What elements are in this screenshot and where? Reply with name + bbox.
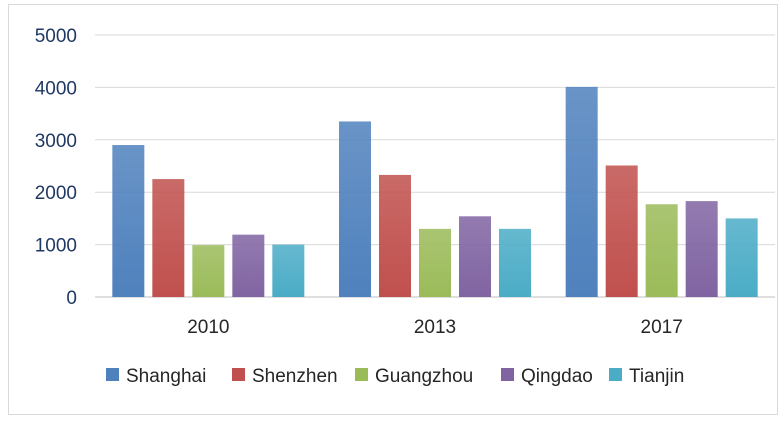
bar-qingdao-2010 <box>232 234 265 297</box>
bar-shanghai-2017 <box>565 86 598 297</box>
bar-tianjin-2010 <box>272 244 305 297</box>
bar-guangzhou-2013 <box>419 228 451 297</box>
bar-shanghai-2010 <box>112 145 145 297</box>
legend-label-shanghai: Shanghai <box>126 366 206 387</box>
legend-swatch-guangzhou <box>355 368 368 381</box>
legend-label-shenzhen: Shenzhen <box>252 366 338 387</box>
x-tick-label: 2017 <box>641 317 683 338</box>
bar-chart: 0 1000 2000 3000 4000 5000 2010 2013 2017 Shangha… <box>35 26 775 387</box>
bar-shenzhen-2017 <box>605 165 638 297</box>
bar-tianjin-2013 <box>499 228 531 297</box>
bar-qingdao-2017 <box>685 201 718 297</box>
legend-label-guangzhou: Guangzhou <box>375 366 473 387</box>
y-tick-label: 5000 <box>35 26 77 47</box>
y-tick-label: 1000 <box>35 236 77 257</box>
y-tick-label: 2000 <box>35 183 77 204</box>
y-tick-label: 4000 <box>35 78 77 99</box>
legend-swatch-tianjin <box>609 368 622 381</box>
bar-shenzhen-2010 <box>152 179 185 297</box>
y-tick-label: 3000 <box>35 131 77 152</box>
legend-swatch-shanghai <box>106 368 119 381</box>
bar-tianjin-2017 <box>725 218 758 297</box>
chart-frame: 0 1000 2000 3000 4000 5000 2010 2013 2017 Shangha… <box>8 4 778 415</box>
y-tick-label: 0 <box>66 288 77 309</box>
x-tick-label: 2013 <box>414 317 456 338</box>
legend-label-qingdao: Qingdao <box>521 366 593 387</box>
bar-shenzhen-2013 <box>379 174 411 297</box>
legend-label-tianjin: Tianjin <box>629 366 684 387</box>
bar-shanghai-2013 <box>339 121 371 298</box>
legend-swatch-shenzhen <box>232 368 245 381</box>
bar-guangzhou-2017 <box>645 204 678 297</box>
legend-swatch-qingdao <box>501 368 514 381</box>
bar-qingdao-2013 <box>459 216 491 297</box>
bar-guangzhou-2010 <box>192 245 225 297</box>
x-tick-label: 2010 <box>187 317 229 338</box>
